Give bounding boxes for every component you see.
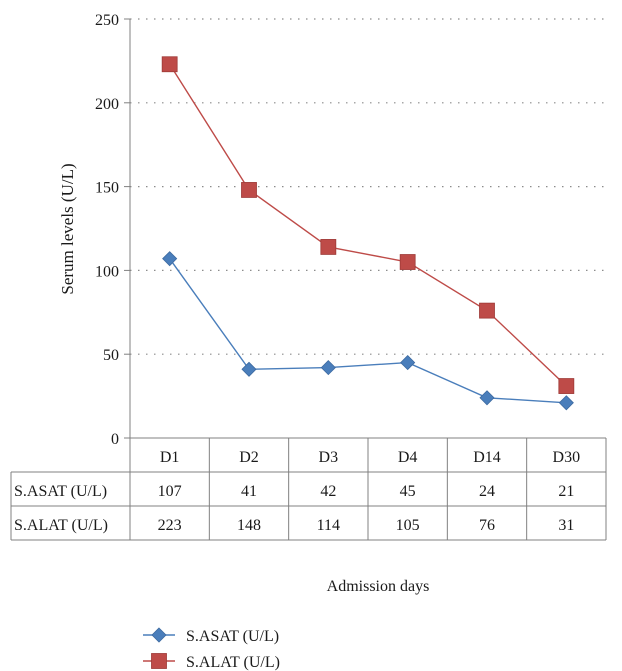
- table-cell: 148: [237, 517, 261, 534]
- x-axis-label: Admission days: [327, 578, 430, 595]
- table-cell: 114: [317, 517, 340, 534]
- table-cell: 45: [400, 483, 416, 500]
- x-tick-label: D2: [239, 449, 259, 466]
- data-point: [479, 302, 495, 319]
- legend: S.ASAT (U/L) S.ALAT (U/L): [143, 627, 280, 671]
- table-cell: 42: [320, 483, 336, 500]
- data-point: [162, 251, 178, 267]
- legend-label: S.ASAT (U/L): [186, 628, 279, 645]
- data-point: [558, 395, 574, 411]
- y-tick-label: 250: [95, 12, 119, 29]
- table-cell: 41: [241, 483, 257, 500]
- table-cell: 24: [479, 483, 495, 500]
- data-point: [479, 390, 495, 406]
- y-tick-label: 0: [111, 431, 119, 448]
- data-point: [161, 56, 178, 73]
- data-table: D1 D2 D3 D4 D14 D30 S.ASAT (U/L) 107 41 42 45 24 21 S…: [10, 437, 607, 541]
- table-cell: 76: [479, 517, 495, 534]
- data-point: [399, 254, 416, 270]
- y-axis-label: Serum levels (U/L): [58, 163, 77, 294]
- axes: 0 50 100 150 200 250: [95, 12, 131, 448]
- x-tick-label: D30: [553, 449, 581, 466]
- series-lines: [161, 56, 575, 411]
- x-tick-label: D14: [473, 449, 501, 466]
- x-tick-label: D1: [160, 449, 180, 466]
- data-point: [320, 360, 336, 376]
- series-line: [169, 258, 567, 404]
- table-row-label: S.ASAT (U/L): [14, 483, 107, 500]
- x-tick-label: D4: [398, 449, 418, 466]
- table-cell: 105: [396, 517, 420, 534]
- data-point: [241, 182, 257, 198]
- table-cell: 107: [158, 483, 182, 500]
- data-point: [151, 627, 167, 643]
- data-point: [558, 378, 575, 394]
- table-cell: 223: [158, 517, 182, 534]
- y-tick-label: 150: [95, 180, 119, 197]
- data-point: [151, 653, 167, 669]
- table-cell: 31: [558, 517, 574, 534]
- series-line: [169, 63, 567, 387]
- data-point: [400, 355, 416, 371]
- table-cell: 21: [558, 483, 574, 500]
- x-tick-label: D3: [319, 449, 339, 466]
- data-point: [320, 239, 337, 255]
- legend-label: S.ALAT (U/L): [186, 654, 280, 671]
- y-tick-label: 200: [95, 96, 119, 113]
- table-row-label: S.ALAT (U/L): [14, 517, 108, 534]
- y-tick-label: 100: [95, 263, 119, 280]
- data-point: [241, 361, 257, 377]
- y-tick-label: 50: [103, 347, 119, 364]
